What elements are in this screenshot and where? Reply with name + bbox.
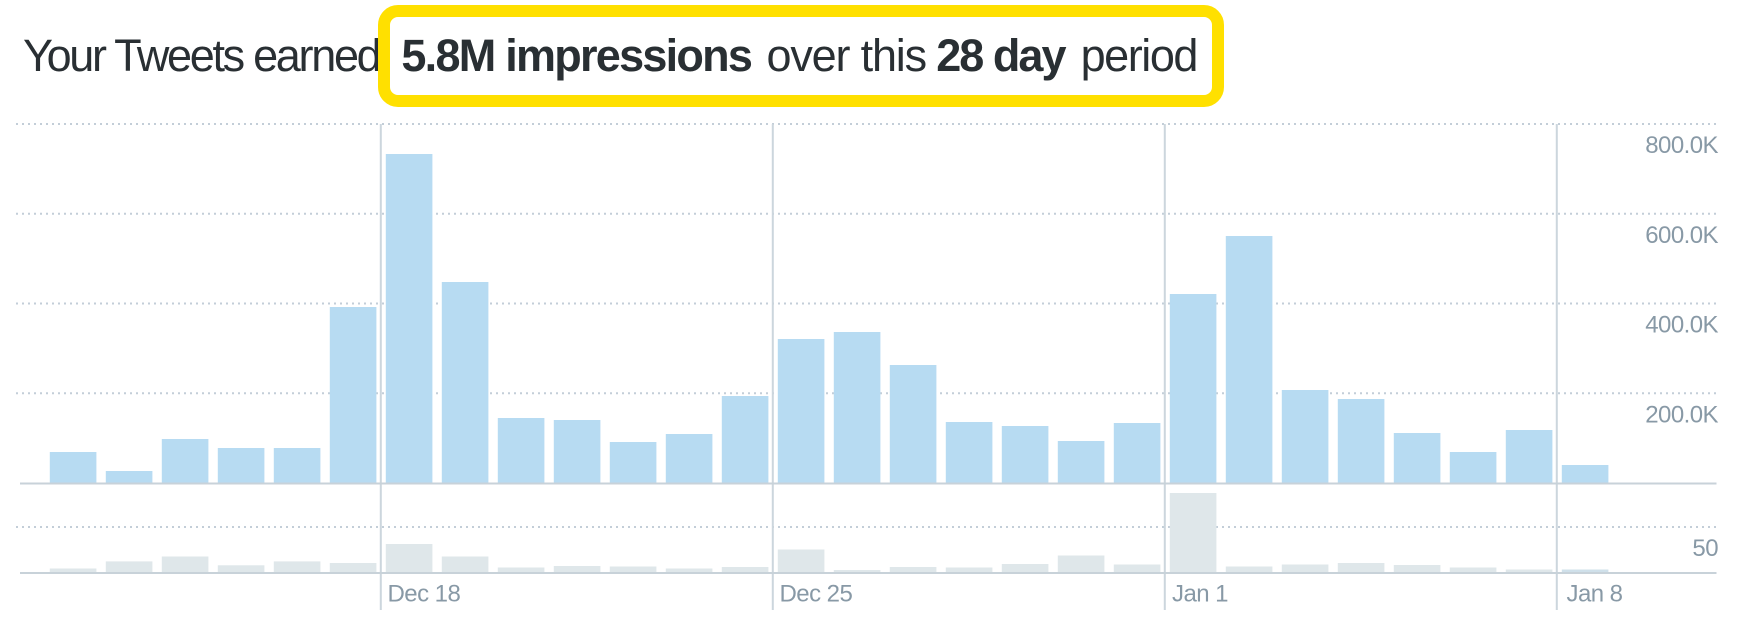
svg-text:50: 50 <box>1692 535 1718 562</box>
svg-text:Jan 1: Jan 1 <box>1172 581 1228 608</box>
svg-text:Jan 8: Jan 8 <box>1567 581 1623 608</box>
svg-text:Dec 18: Dec 18 <box>388 581 461 608</box>
svg-text:400.0K: 400.0K <box>1645 312 1718 339</box>
svg-text:200.0K: 200.0K <box>1645 401 1718 428</box>
svg-text:600.0K: 600.0K <box>1645 222 1718 249</box>
svg-text:800.0K: 800.0K <box>1645 132 1718 159</box>
svg-text:Dec 25: Dec 25 <box>780 581 853 608</box>
